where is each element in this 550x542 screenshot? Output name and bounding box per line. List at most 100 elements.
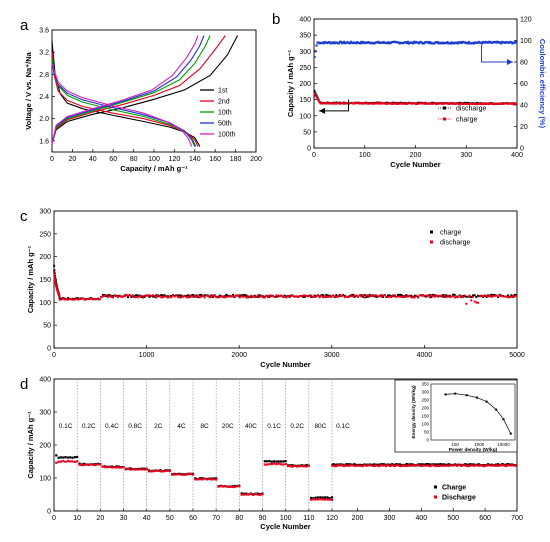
panel-d-discharge-point bbox=[147, 470, 151, 473]
panel-c-charge-point bbox=[322, 294, 325, 297]
panel-b-charge-point bbox=[435, 103, 438, 106]
panel-a-xlabel: Capacity / mAh g⁻¹ bbox=[120, 164, 188, 173]
panel-d-discharge-point bbox=[110, 466, 114, 469]
panel-d-charge-point bbox=[345, 463, 348, 466]
panel-b-charge-point bbox=[372, 102, 375, 105]
panel-b-charge-point bbox=[431, 102, 434, 105]
panel-c-discharge-point bbox=[66, 298, 69, 301]
panel-d-inset-ytick-label: 150 bbox=[421, 414, 429, 419]
panel-b-charge-point bbox=[361, 102, 364, 105]
panel-c-discharge-point bbox=[322, 296, 325, 299]
panel-c-discharge-point bbox=[323, 294, 326, 297]
panel-d-discharge-point bbox=[494, 464, 497, 467]
panel-b-charge-point bbox=[381, 102, 384, 105]
panel-d-discharge-point bbox=[164, 469, 167, 473]
panel-b-charge-point bbox=[325, 102, 328, 105]
panel-b-charge-point bbox=[330, 101, 333, 104]
panel-d-discharge-point bbox=[337, 464, 340, 467]
panel-d-discharge-point bbox=[293, 464, 297, 467]
panel-c-xlabel: Cycle Number bbox=[260, 360, 311, 369]
panel-c-charge-point bbox=[343, 294, 346, 297]
panel-d-discharge-point bbox=[479, 463, 482, 467]
panel-b-charge-point bbox=[423, 102, 426, 105]
panel-c-discharge-point bbox=[370, 295, 373, 298]
panel-b-charge-point bbox=[344, 102, 347, 105]
panel-c-charge-point bbox=[288, 295, 291, 298]
panel-d-charge-point bbox=[319, 496, 322, 499]
panel-c-discharge-point bbox=[317, 294, 320, 297]
panel-c-discharge-point bbox=[185, 296, 188, 299]
panel-c-discharge-point bbox=[75, 297, 78, 300]
panel-c-discharge-point bbox=[515, 294, 518, 297]
panel-d-discharge-point bbox=[480, 464, 483, 467]
panel-c-discharge-point bbox=[258, 295, 261, 298]
panel-a-xtick-label: 40 bbox=[89, 156, 97, 163]
panel-d-discharge-point bbox=[375, 464, 379, 467]
panel-d-xtick-label: 500 bbox=[447, 515, 459, 522]
panel-c-charge-point bbox=[148, 295, 151, 298]
panel-d-legend-swatch bbox=[434, 485, 437, 489]
panel-d-discharge-point bbox=[500, 464, 504, 467]
panel-c-discharge-point bbox=[145, 294, 148, 297]
panel-b-ce-point bbox=[417, 42, 421, 45]
panel-b-charge-point bbox=[322, 102, 325, 105]
panel-b-charge-point bbox=[362, 102, 365, 105]
panel-d-discharge-point bbox=[387, 463, 390, 467]
panel-d-discharge-point bbox=[472, 464, 476, 467]
panel-c-charge-point bbox=[238, 294, 241, 297]
panel-c-discharge-point bbox=[472, 295, 475, 298]
panel-d-discharge-point bbox=[231, 485, 234, 489]
panel-c-charge-point bbox=[210, 294, 213, 297]
panel-b-charge-point bbox=[338, 102, 341, 105]
panel-d-rate-label: 0.1C bbox=[59, 423, 73, 430]
panel-d-discharge-point bbox=[166, 469, 169, 472]
panel-d-charge-point bbox=[469, 463, 472, 466]
panel-b-charge-point bbox=[354, 102, 357, 105]
panel-d-charge-point bbox=[57, 456, 60, 459]
panel-d-inset-ylabel: Energy density (Wh/kg) bbox=[411, 385, 417, 439]
panel-d-discharge-point bbox=[343, 463, 347, 467]
panel-d-discharge-point bbox=[498, 464, 501, 467]
panel-b-charge-point bbox=[478, 102, 481, 105]
panel-b-charge-point bbox=[452, 102, 455, 105]
panel-d-discharge-point bbox=[247, 493, 250, 496]
panel-b-charge-point bbox=[500, 102, 503, 105]
panel-d-discharge-point bbox=[240, 493, 243, 496]
panel-d-discharge-point bbox=[263, 463, 266, 466]
panel-d-discharge-point bbox=[421, 464, 425, 467]
panel-d-discharge-point bbox=[215, 478, 218, 481]
panel-d-discharge-point bbox=[363, 463, 366, 467]
panel-c-discharge-point bbox=[271, 295, 274, 298]
panel-d-discharge-point bbox=[289, 465, 292, 468]
panel-d-discharge-point bbox=[136, 468, 139, 471]
panel-c-discharge-point bbox=[196, 294, 199, 297]
panel-d-ytick-label: 200 bbox=[39, 443, 51, 450]
panel-b-charge-point bbox=[402, 102, 405, 105]
panel-d-discharge-point bbox=[249, 492, 253, 496]
panel-c-charge-point bbox=[163, 294, 166, 297]
panel-b-charge-point bbox=[326, 102, 329, 105]
panel-b-charge-point bbox=[317, 99, 320, 102]
panel-d-discharge-point bbox=[405, 464, 408, 467]
panel-b-charge-point bbox=[495, 102, 498, 105]
panel-c-discharge-point bbox=[170, 296, 173, 299]
panel-c-discharge-point bbox=[462, 296, 465, 299]
panel-d-discharge-point bbox=[256, 493, 259, 496]
panel-c-charge-point bbox=[176, 294, 179, 297]
panel-d-rate-label: 80C bbox=[314, 423, 326, 430]
panel-c-charge-point bbox=[203, 294, 206, 297]
panel-d-charge-point bbox=[321, 496, 324, 499]
panel-d-discharge-point bbox=[398, 464, 402, 468]
panel-d-charge-point bbox=[64, 456, 67, 459]
panel-d-charge-point bbox=[437, 463, 440, 466]
panel-d-charge-point bbox=[268, 459, 271, 463]
panel-d-discharge-point bbox=[182, 473, 185, 476]
panel-d-discharge-point bbox=[484, 464, 487, 467]
panel-b-charge-point bbox=[509, 102, 512, 105]
panel-d-discharge-point bbox=[194, 478, 197, 481]
panel-b-charge-point bbox=[497, 103, 500, 106]
panel-c-discharge-point bbox=[333, 295, 336, 298]
panel-c-charge-point bbox=[140, 296, 143, 299]
panel-b-charge-point bbox=[499, 102, 502, 105]
panel-c-discharge-point bbox=[123, 295, 126, 298]
